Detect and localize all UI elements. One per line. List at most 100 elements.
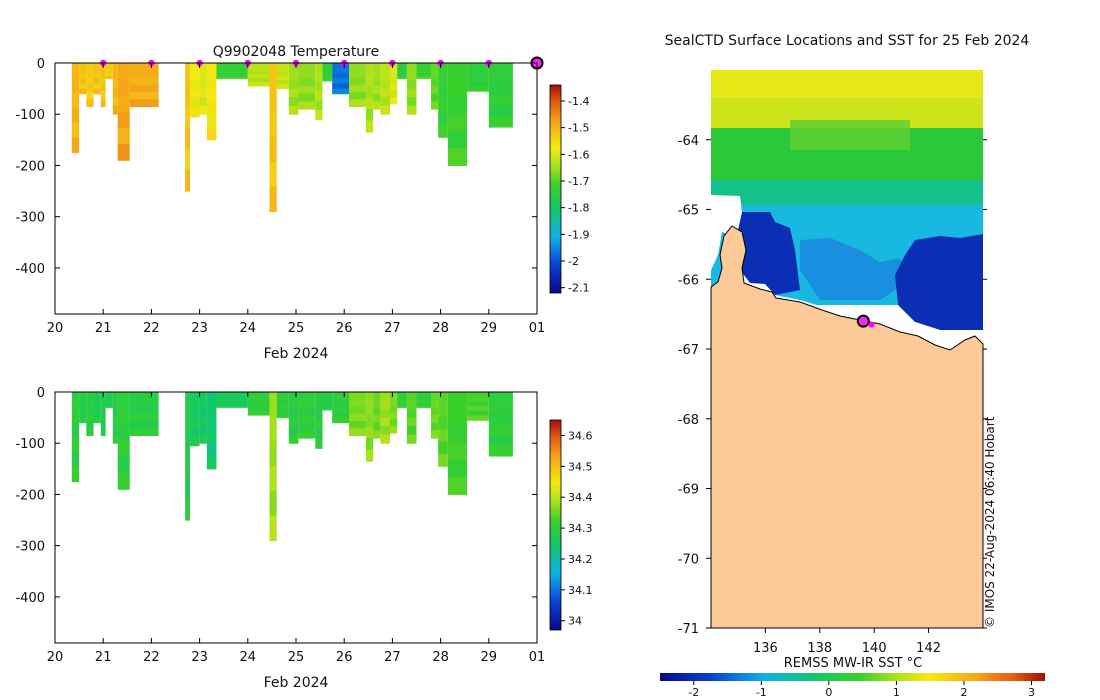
salinity-profile-cell — [298, 407, 316, 416]
temperature-profile-cell — [276, 63, 289, 68]
temperature-x-ticks: 20 21 22 23 24 25 26 27 28 29 01 — [47, 63, 545, 336]
temperature-profile-cell — [117, 111, 130, 129]
temperature-profile-cell — [447, 131, 468, 149]
temperature-profile-cell — [276, 80, 289, 85]
temperature-profile-cell — [185, 105, 190, 128]
salinity-profile-cell — [216, 402, 248, 406]
temperature-profile-cell — [488, 73, 513, 85]
sst-colorbar-tick-label: -2 — [688, 686, 699, 699]
salinity-profile-cell — [117, 473, 130, 490]
x-tick-label: 24 — [240, 321, 257, 336]
temperature-profile-cell — [438, 87, 448, 101]
temperature-profile-cell — [416, 68, 431, 72]
temperature-profile-cell — [397, 70, 407, 74]
salinity-profile-cell — [332, 397, 350, 403]
x-tick-label: 21 — [95, 650, 112, 665]
temperature-profile-cell — [349, 77, 366, 86]
salinity-profile-cell — [467, 396, 489, 402]
temperature-profile-cell — [298, 63, 316, 72]
temperature-profile-cell — [79, 68, 87, 74]
colorbar-tick-label: 34.5 — [568, 460, 593, 473]
salinity-profile-cell — [276, 404, 289, 410]
salinity-profile-cell — [216, 397, 248, 401]
salinity-profile-cell — [276, 392, 289, 397]
temperature-profile-cell — [430, 70, 439, 79]
temperature-profile-cell — [365, 74, 374, 87]
lat-tick-label: -67 — [678, 343, 699, 358]
temperature-profile-cell — [298, 101, 316, 110]
temperature-profile-cell — [93, 63, 101, 69]
x-tick-label: 23 — [191, 321, 208, 336]
temperature-profile-cell — [288, 71, 299, 81]
temperature-profile-cell — [288, 80, 299, 90]
colorbar-tick-label: -1.5 — [568, 122, 589, 135]
temperature-profile-cell — [373, 93, 381, 102]
salinity-profile-cell — [389, 412, 398, 420]
salinity-profile-cell — [112, 417, 118, 427]
lon-tick-label: 140 — [862, 641, 887, 656]
salinity-profile-cell — [430, 415, 439, 424]
temperature-profile-cell — [79, 63, 87, 69]
salinity-profile-cell — [380, 392, 390, 402]
salinity-profile-cell — [298, 415, 316, 424]
temperature-profile-cell — [467, 63, 489, 69]
salinity-profile-cell — [276, 413, 289, 419]
x-tick-label: 24 — [240, 650, 257, 665]
y-tick-label: -300 — [15, 540, 45, 555]
salinity-profile-cell — [416, 404, 431, 408]
salinity-profile-cell — [389, 392, 398, 400]
seal-location-marker — [856, 314, 870, 328]
salinity-profile-cell — [288, 409, 299, 419]
salinity-profile-cell — [105, 397, 113, 401]
salinity-profile-cell — [86, 413, 94, 422]
x-tick-label: 27 — [384, 650, 401, 665]
salinity-profile-cell — [189, 392, 200, 402]
temperature-profile-cell — [315, 91, 323, 102]
salinity-profile-cell — [288, 417, 299, 427]
temperature-profile-cell — [288, 63, 299, 73]
salinity-profile-cell — [100, 413, 106, 422]
lat-tick-label: -71 — [678, 622, 699, 637]
salinity-profile-cell — [216, 392, 248, 396]
temperature-profile-cell — [416, 65, 431, 69]
temperature-profile-cell — [467, 67, 489, 73]
y-tick-label: -200 — [15, 488, 45, 503]
salinity-colorbar — [549, 419, 562, 631]
surface-marker — [341, 59, 348, 67]
temperature-profile-cell — [447, 97, 468, 115]
salinity-profile-cell — [189, 427, 200, 438]
salinity-profile-cell — [447, 426, 468, 444]
salinity-profile-cell — [447, 460, 468, 478]
map-credit: © IMOS 22-Aug-2024 06:40 Hobart — [983, 416, 997, 628]
temperature-profile-cell — [380, 63, 390, 73]
temperature-profile-cell — [117, 144, 130, 161]
salinity-profile-cell — [71, 436, 80, 453]
temperature-profile-cell — [406, 88, 417, 98]
temperature-profile-cell — [467, 72, 489, 78]
salinity-profile-cell — [380, 400, 390, 410]
temperature-profile-cell — [199, 71, 207, 81]
salinity-profile-cell — [416, 399, 431, 403]
temperature-profile-cell — [129, 92, 159, 100]
temperature-profile-cell — [100, 70, 106, 79]
temperature-profile-cell — [332, 78, 350, 84]
salinity-profile-cell — [373, 392, 381, 401]
salinity-profile-cell — [247, 403, 270, 408]
temperature-profile-cell — [71, 77, 80, 94]
temperature-profile-cell — [332, 68, 350, 74]
temperature-profile-cell — [349, 84, 366, 93]
temperature-profile-cell — [100, 63, 106, 71]
salinity-plot-frame — [54, 391, 538, 644]
salinity-profile-cell — [380, 434, 390, 444]
temperature-profile-cell — [247, 78, 270, 83]
salinity-profile-cell — [373, 399, 381, 408]
y-tick-label: -100 — [15, 437, 45, 452]
salinity-profile-cell — [315, 420, 323, 431]
temperature-profile-cell — [206, 63, 217, 77]
x-tick-label: 28 — [432, 321, 449, 336]
salinity-profile-cell — [406, 392, 417, 402]
sst-colorbar-tick-label: 1 — [893, 686, 900, 699]
salinity-profile-cell — [117, 408, 130, 425]
salinity-profile-cell — [105, 402, 113, 406]
temperature-profile-cell — [117, 95, 130, 113]
